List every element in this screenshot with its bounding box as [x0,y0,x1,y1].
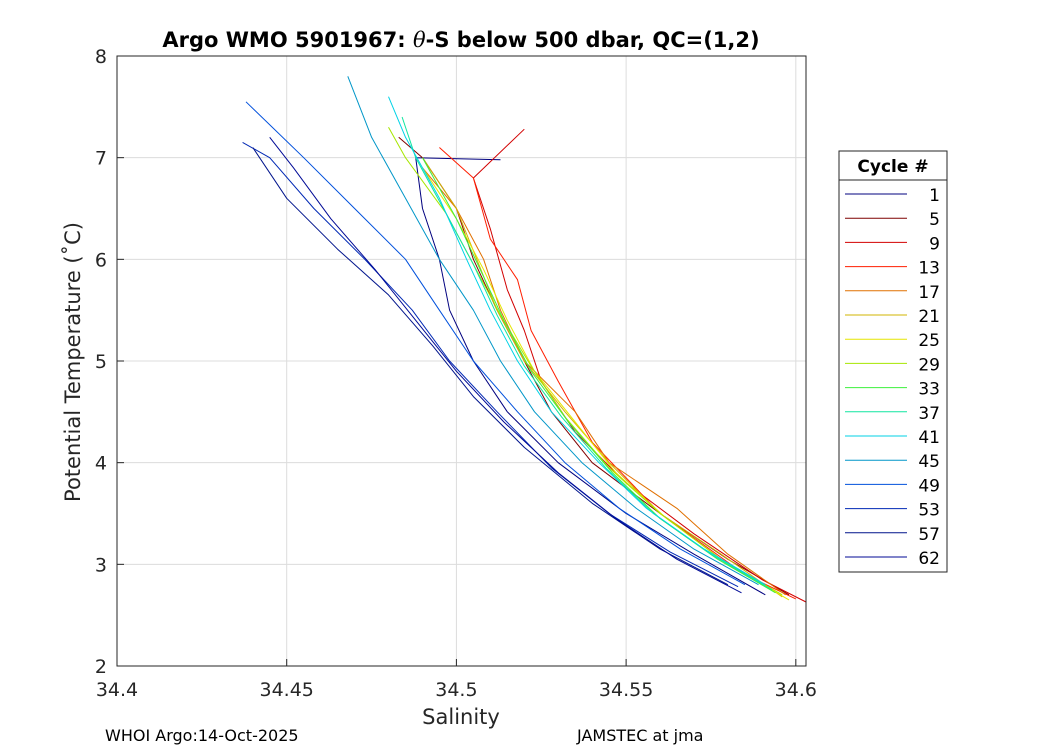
legend-label-25: 25 [918,331,940,351]
x-axis-label: Salinity [422,705,500,729]
series-line-cycle-49 [245,101,746,586]
legend-label-29: 29 [918,355,940,375]
axis-ticks: 34.4 34.45 34.5 34.55 34.6 2 3 4 5 6 7 8 [95,46,817,701]
legend-label-33: 33 [918,380,940,400]
legend-label-17: 17 [918,283,940,303]
legend-title: Cycle # [857,157,928,177]
title-theta: θ [413,28,426,52]
legend-label-1: 1 [929,186,940,206]
series-line-cycle-37 [401,116,773,591]
legend-label-49: 49 [918,476,940,496]
series-line-cycle-53 [242,141,739,588]
title-prefix: Argo WMO 5901967: [162,28,413,52]
legend-label-37: 37 [918,404,940,424]
y-tick-label: 6 [95,249,107,271]
y-tick-label: 3 [95,554,107,576]
y-tick-label: 7 [95,148,107,170]
x-tick-label: 34.5 [435,679,477,701]
series-line-cycle-9 [472,128,807,603]
series-line-cycle-29 [388,126,783,596]
footer-left: WHOI Argo:14-Oct-2025 [105,726,299,745]
legend-label-62: 62 [918,549,940,569]
legend-label-9: 9 [929,234,940,254]
x-tick-label: 34.55 [599,679,653,701]
series-line-cycle-45 [347,76,759,586]
chart-title: Argo WMO 5901967: θ-S below 500 dbar, QC… [162,28,759,52]
y-axis-label: Potential Temperature (˚C) [61,222,85,502]
series-group [242,76,807,603]
x-tick-label: 34.45 [260,679,314,701]
title-suffix: -S below 500 dbar, QC=(1,2) [426,28,760,52]
series-line-cycle-1 [415,157,766,596]
series-line-cycle-33 [422,157,776,594]
y-tick-label: 8 [95,46,107,68]
legend-label-13: 13 [918,259,940,279]
legend-label-57: 57 [918,525,940,545]
y-tick-label: 4 [95,453,107,475]
series-line-cycle-25 [422,167,790,601]
grid [116,55,806,667]
series-line-cycle-21 [422,157,783,598]
legend-label-45: 45 [918,452,940,472]
series-line-cycle-62 [269,136,742,594]
legend-label-53: 53 [918,501,940,521]
series-line-cycle-13 [439,147,797,600]
series-line-cycle-57 [252,147,729,586]
series-line-cycle-41 [388,96,766,586]
series-line-cycle-17 [422,167,786,596]
legend-box [838,150,948,573]
legend-entries: 1 5 9 13 17 21 25 29 33 37 41 45 49 53 57 62 [845,186,940,569]
y-tick-label: 5 [95,351,107,373]
x-tick-label: 34.6 [775,679,817,701]
footer-right: JAMSTEC at jma [577,726,704,745]
legend-label-21: 21 [918,307,940,327]
series-line-cycle-5 [398,136,790,596]
legend-label-41: 41 [918,428,940,448]
legend: Cycle # 1 5 9 13 17 21 25 29 33 37 41 45 49 53 57 62 [838,150,948,573]
y-tick-label: 2 [95,656,107,678]
legend-label-5: 5 [929,210,940,230]
x-tick-label: 34.4 [96,679,138,701]
